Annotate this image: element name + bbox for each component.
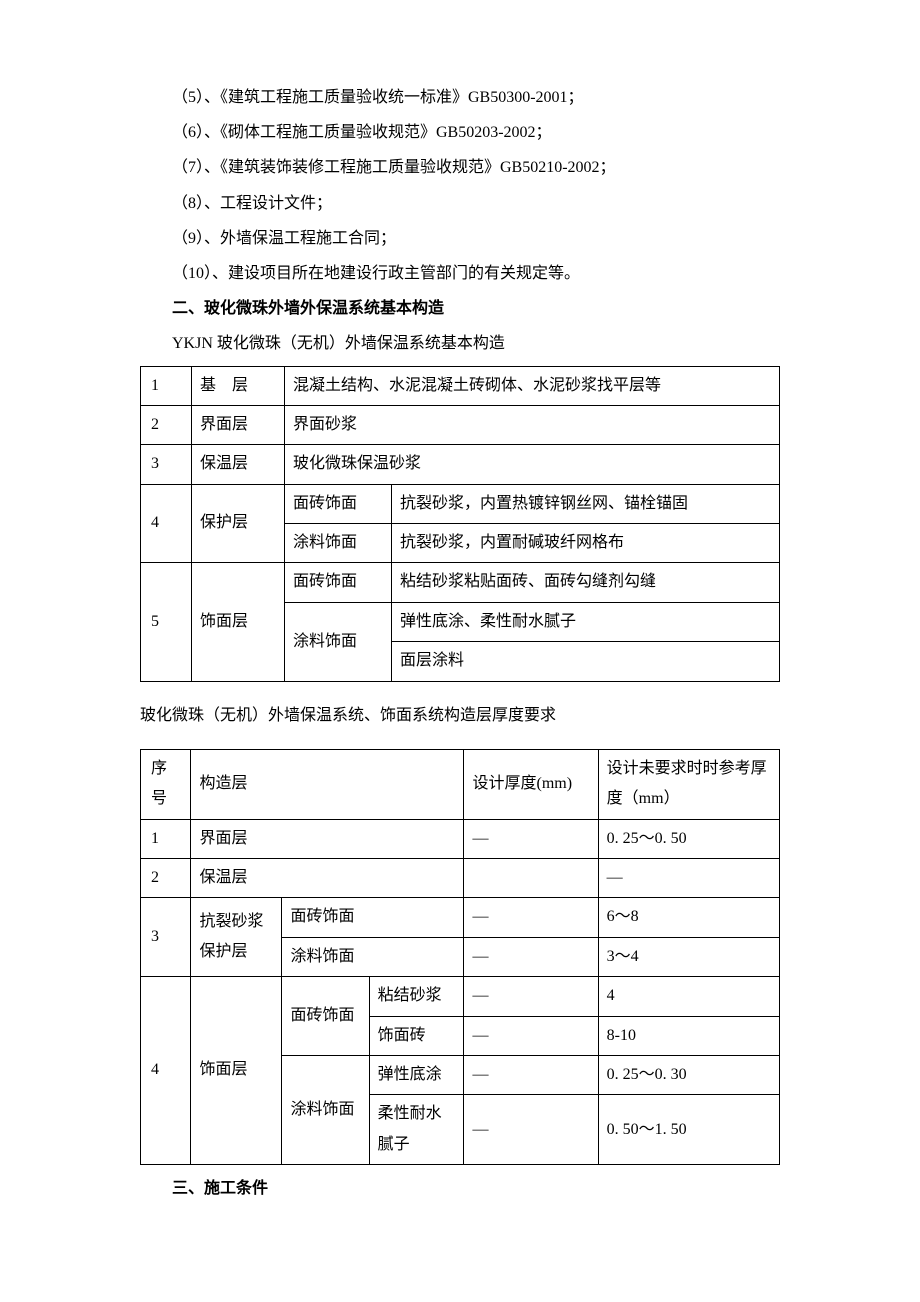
- cell-design: —: [464, 977, 598, 1016]
- cell-design: —: [464, 1016, 598, 1055]
- table-row: 序号 构造层 设计厚度(mm) 设计未要求时时参考厚度（mm）: [141, 749, 780, 819]
- cell-num: 5: [141, 563, 192, 681]
- table-row: 2 界面层 界面砂浆: [141, 405, 780, 444]
- table-row: 5 饰面层 面砖饰面 粘结砂浆粘贴面砖、面砖勾缝剂勾缝: [141, 563, 780, 602]
- cell-desc: 界面砂浆: [285, 405, 780, 444]
- thickness-table: 序号 构造层 设计厚度(mm) 设计未要求时时参考厚度（mm） 1 界面层 — …: [140, 749, 780, 1165]
- cell-ref: 0. 25～0. 50: [598, 819, 779, 858]
- cell-design: —: [464, 937, 598, 976]
- cell-head-design: 设计厚度(mm): [464, 749, 598, 819]
- table-row: 3 抗裂砂浆保护层 面砖饰面 — 6～8: [141, 898, 780, 937]
- table-row: 4 保护层 面砖饰面 抗裂砂浆，内置热镀锌钢丝网、锚栓锚固: [141, 484, 780, 523]
- cell-num: 2: [141, 405, 192, 444]
- cell-num: 4: [141, 484, 192, 563]
- para-9: （9）、外墙保温工程施工合同；: [140, 221, 780, 256]
- cell-head-ref: 设计未要求时时参考厚度（mm）: [598, 749, 779, 819]
- cell-num: 2: [141, 858, 191, 897]
- cell-layer: 保温层: [192, 445, 285, 484]
- cell-ref: 6～8: [598, 898, 779, 937]
- cell-layer: 饰面层: [192, 563, 285, 681]
- cell-sub: 涂料饰面: [285, 524, 392, 563]
- cell-sub: 面砖饰面: [285, 484, 392, 523]
- cell-layer: 抗裂砂浆保护层: [191, 898, 282, 977]
- para-8: （8）、工程设计文件；: [140, 186, 780, 221]
- cell-ref: 8-10: [598, 1016, 779, 1055]
- para-6: （6）、《砌体工程施工质量验收规范》GB50203-2002；: [140, 115, 780, 150]
- cell-desc: 粘结砂浆粘贴面砖、面砖勾缝剂勾缝: [392, 563, 780, 602]
- cell-layer: 界面层: [191, 819, 464, 858]
- heading-2: 二、玻化微珠外墙外保温系统基本构造: [140, 291, 780, 326]
- table2-caption: 玻化微珠（无机）外墙保温系统、饰面系统构造层厚度要求: [140, 698, 780, 733]
- cell-sub: 涂料饰面: [285, 602, 392, 681]
- cell-head-layer: 构造层: [191, 749, 464, 819]
- cell-ref: 0. 50～1. 50: [598, 1095, 779, 1165]
- cell-sub2: 柔性耐水腻子: [369, 1095, 464, 1165]
- table-row: 4 饰面层 面砖饰面 粘结砂浆 — 4: [141, 977, 780, 1016]
- table-row: 2 保温层 —: [141, 858, 780, 897]
- cell-sub: 面砖饰面: [282, 898, 464, 937]
- cell-sub: 面砖饰面: [282, 977, 369, 1056]
- para-5: （5）、《建筑工程施工质量验收统一标准》GB50300-2001；: [140, 80, 780, 115]
- cell-ref: 0. 25～0. 30: [598, 1055, 779, 1094]
- cell-ref: —: [598, 858, 779, 897]
- cell-sub2: 粘结砂浆: [369, 977, 464, 1016]
- table1-caption: YKJN 玻化微珠（无机）外墙保温系统基本构造: [140, 326, 780, 361]
- table-row: 3 保温层 玻化微珠保温砂浆: [141, 445, 780, 484]
- heading-3: 三、施工条件: [140, 1171, 780, 1206]
- cell-desc: 面层涂料: [392, 642, 780, 681]
- cell-design: —: [464, 1095, 598, 1165]
- table-row: 1 界面层 — 0. 25～0. 50: [141, 819, 780, 858]
- cell-layer: 保护层: [192, 484, 285, 563]
- cell-head-num: 序号: [141, 749, 191, 819]
- cell-layer: 界面层: [192, 405, 285, 444]
- cell-layer: 保温层: [191, 858, 464, 897]
- cell-sub: 涂料饰面: [282, 937, 464, 976]
- cell-layer: 基 层: [192, 366, 285, 405]
- cell-layer: 饰面层: [191, 977, 282, 1165]
- cell-sub: 面砖饰面: [285, 563, 392, 602]
- cell-num: 3: [141, 445, 192, 484]
- cell-desc: 抗裂砂浆，内置耐碱玻纤网格布: [392, 524, 780, 563]
- cell-desc: 抗裂砂浆，内置热镀锌钢丝网、锚栓锚固: [392, 484, 780, 523]
- cell-sub: 涂料饰面: [282, 1055, 369, 1164]
- cell-num: 1: [141, 366, 192, 405]
- cell-design: —: [464, 898, 598, 937]
- cell-desc: 混凝土结构、水泥混凝土砖砌体、水泥砂浆找平层等: [285, 366, 780, 405]
- para-10: （10）、建设项目所在地建设行政主管部门的有关规定等。: [140, 256, 780, 291]
- cell-num: 1: [141, 819, 191, 858]
- cell-num: 4: [141, 977, 191, 1165]
- cell-sub2: 弹性底涂: [369, 1055, 464, 1094]
- structure-table: 1 基 层 混凝土结构、水泥混凝土砖砌体、水泥砂浆找平层等 2 界面层 界面砂浆…: [140, 366, 780, 682]
- cell-sub2: 饰面砖: [369, 1016, 464, 1055]
- cell-design: —: [464, 819, 598, 858]
- para-7: （7）、《建筑装饰装修工程施工质量验收规范》GB50210-2002；: [140, 150, 780, 185]
- cell-ref: 4: [598, 977, 779, 1016]
- cell-num: 3: [141, 898, 191, 977]
- cell-desc: 弹性底涂、柔性耐水腻子: [392, 602, 780, 641]
- cell-design: —: [464, 1055, 598, 1094]
- cell-design: [464, 858, 598, 897]
- cell-ref: 3～4: [598, 937, 779, 976]
- cell-desc: 玻化微珠保温砂浆: [285, 445, 780, 484]
- table-row: 1 基 层 混凝土结构、水泥混凝土砖砌体、水泥砂浆找平层等: [141, 366, 780, 405]
